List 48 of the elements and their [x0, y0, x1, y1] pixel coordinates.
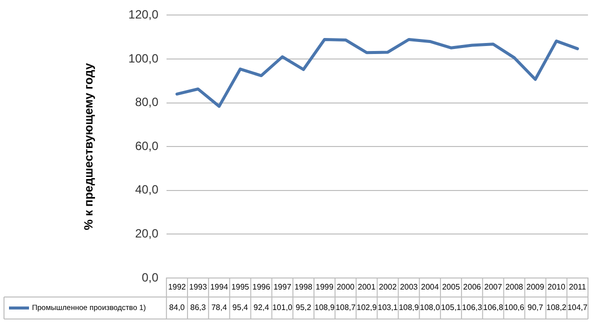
data-label: 108,0: [420, 303, 440, 312]
data-label: 108,9: [398, 303, 420, 312]
y-tick-label: 60,0: [135, 138, 159, 153]
x-tick-label: 2001: [358, 282, 376, 292]
x-tick-label: 2005: [442, 282, 460, 292]
data-label: 84,0: [169, 303, 186, 312]
data-label: 102,9: [356, 303, 378, 312]
data-label: 105,1: [440, 303, 462, 312]
data-label: 95,4: [232, 303, 249, 312]
data-label: 86,3: [190, 303, 206, 312]
x-tick-label: 2002: [378, 282, 398, 292]
data-label: 108,7: [336, 303, 356, 312]
y-tick-label: 100,0: [128, 51, 159, 66]
x-tick-label: 1999: [316, 282, 334, 292]
x-tick-label: 2003: [400, 282, 418, 292]
data-label: 78,4: [211, 303, 228, 312]
x-tick-label: 2006: [463, 282, 482, 292]
y-tick-label: 20,0: [135, 226, 159, 241]
data-label: 104,7: [567, 303, 588, 312]
data-label: 108,2: [546, 303, 567, 312]
x-tick-label: 1996: [252, 282, 271, 292]
data-label: 95,2: [296, 303, 312, 312]
data-label: 90,7: [528, 303, 544, 312]
data-label: 108,9: [314, 303, 336, 312]
x-tick-label: 1998: [294, 282, 313, 292]
x-tick-label: 2009: [526, 282, 545, 292]
x-tick-label: 1993: [189, 282, 208, 292]
y-tick-label: 0,0: [142, 270, 159, 284]
data-label: 106,3: [462, 303, 483, 312]
data-label: 106,8: [483, 303, 504, 312]
data-label: 101,0: [272, 303, 293, 312]
y-tick-label: 120,0: [128, 8, 159, 22]
x-tick-label: 2007: [484, 282, 503, 292]
x-tick-label: 2011: [568, 282, 587, 292]
x-tick-label: 1994: [210, 282, 229, 292]
y-tick-label: 80,0: [135, 95, 159, 110]
y-tick-label: 40,0: [135, 182, 159, 197]
x-tick-label: 2004: [421, 282, 440, 292]
x-tick-label: 1995: [231, 282, 250, 292]
data-label: 92,4: [253, 303, 270, 312]
x-tick-label: 1997: [273, 282, 292, 292]
data-label: 100,6: [504, 303, 525, 312]
data-label: 103,1: [378, 303, 398, 312]
x-tick-label: 1992: [168, 282, 186, 292]
x-tick-label: 2010: [547, 282, 566, 292]
x-tick-label: 2000: [336, 282, 356, 292]
x-tick-label: 2008: [505, 282, 524, 292]
y-axis-title: % к предшествующему году: [82, 62, 96, 230]
